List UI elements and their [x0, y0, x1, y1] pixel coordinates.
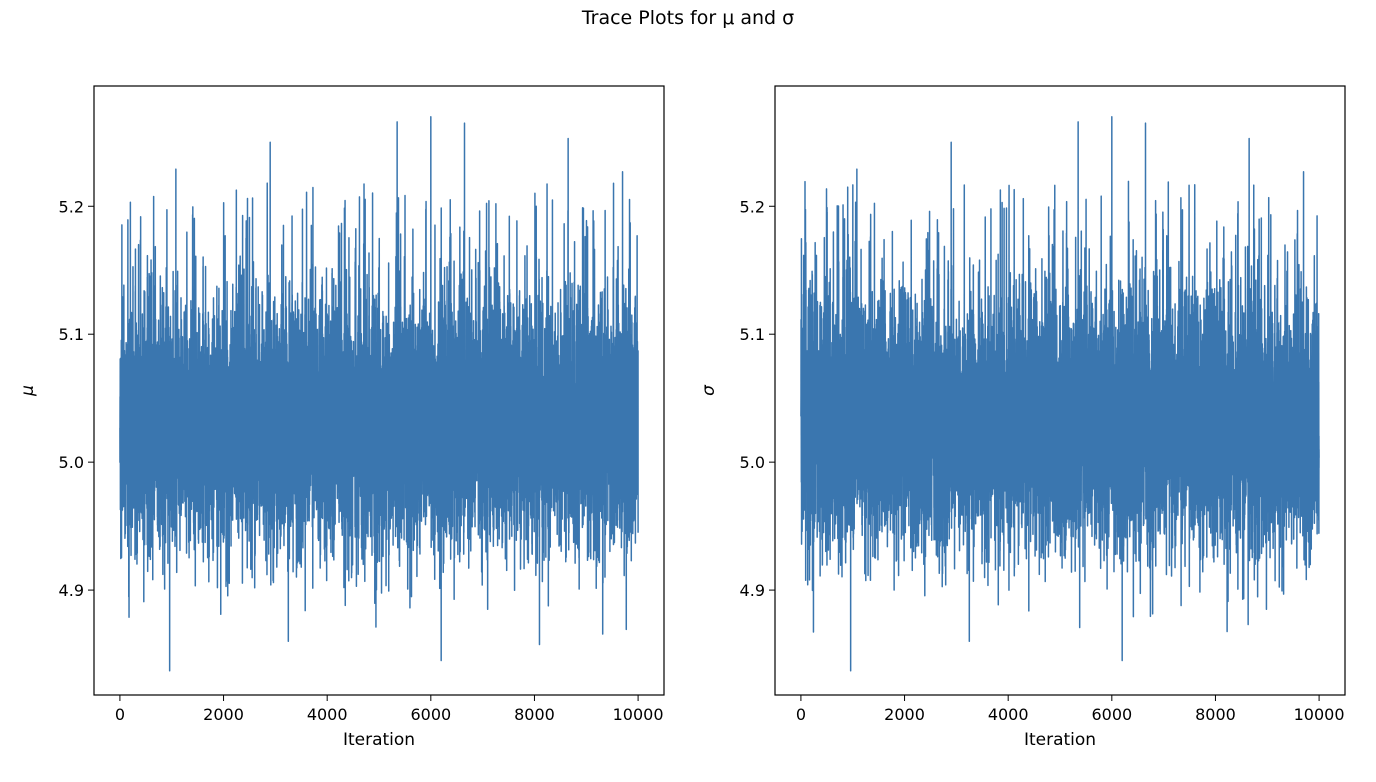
x-tick-label: 0: [796, 705, 806, 724]
trace-line: [800, 115, 1320, 672]
mu-trace-plot: 0 2000 4000 6000 8000 10000 4.9 5.0 5.1 5.2 Iterat…: [18, 85, 665, 750]
x-tick-label: 10000: [1294, 705, 1345, 724]
x-tick-label: 8000: [514, 705, 555, 724]
sigma-trace-plot: 0 2000 4000 6000 8000 10000 4.9 5.0 5.1 5.2 Iterat…: [699, 85, 1346, 750]
y-tick-label: 5.2: [59, 197, 84, 216]
figure-suptitle: Trace Plots for μ and σ: [581, 7, 794, 29]
x-tick-label: 0: [115, 705, 125, 724]
y-tick-label: 5.0: [59, 453, 84, 472]
x-axis-label: Iteration: [1024, 730, 1096, 750]
y-tick-label: 4.9: [740, 581, 765, 600]
trace-line: [119, 115, 639, 672]
y-tick-label: 5.1: [740, 325, 765, 344]
x-tick-label: 2000: [203, 705, 244, 724]
y-tick-label: 5.0: [740, 453, 765, 472]
x-tick-label: 2000: [884, 705, 925, 724]
x-axis-label: Iteration: [343, 730, 415, 750]
y-axis-label: σ: [699, 384, 719, 396]
y-tick-label: 5.1: [59, 325, 84, 344]
y-tick-label: 4.9: [59, 581, 84, 600]
axes-frame: [93, 85, 665, 696]
x-tick-label: 4000: [307, 705, 348, 724]
y-axis-label: μ: [18, 385, 38, 397]
x-tick-label: 4000: [988, 705, 1029, 724]
x-tick-label: 6000: [410, 705, 451, 724]
y-tick-label: 5.2: [740, 197, 765, 216]
axes-frame: [774, 85, 1346, 696]
x-tick-label: 8000: [1195, 705, 1236, 724]
x-tick-label: 10000: [613, 705, 664, 724]
x-tick-label: 6000: [1091, 705, 1132, 724]
